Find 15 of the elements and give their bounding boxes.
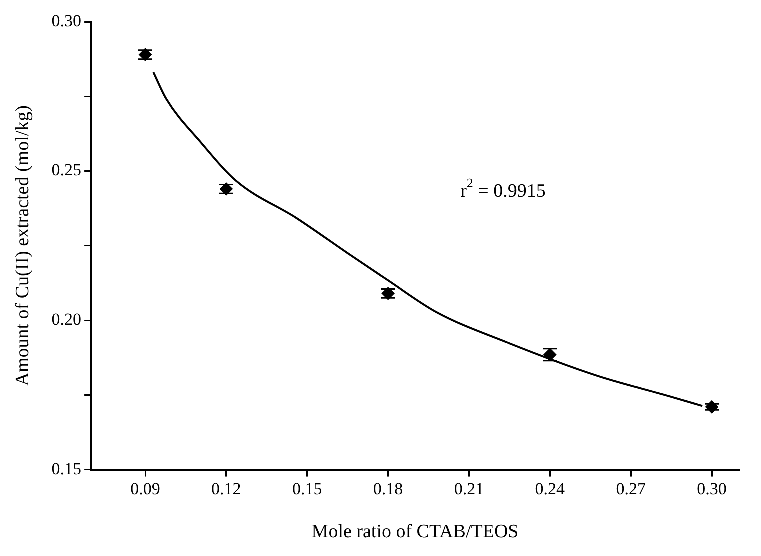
- x-axis-title: Mole ratio of CTAB/TEOS: [312, 522, 519, 543]
- y-tick-label: 0.25: [52, 160, 82, 180]
- y-tick-label: 0.20: [52, 310, 82, 329]
- x-tick-label: 0.18: [373, 479, 404, 498]
- line-series: [152, 71, 704, 408]
- x-tick-label: 0.30: [697, 479, 727, 498]
- x-tick-label: 0.12: [212, 479, 242, 498]
- y-tick-label: 0.30: [52, 11, 82, 30]
- x-tick-label: 0.27: [616, 479, 646, 498]
- y-tick-label: 0.15: [52, 459, 82, 478]
- x-tick-label: 0.21: [454, 479, 484, 498]
- x-tick-label: 0.24: [535, 479, 566, 498]
- x-tick-label: 0.15: [292, 479, 322, 498]
- y-axis-title: Amount of Cu(II) extracted (mol/kg): [12, 106, 34, 386]
- x-tick-label: 0.09: [130, 479, 160, 498]
